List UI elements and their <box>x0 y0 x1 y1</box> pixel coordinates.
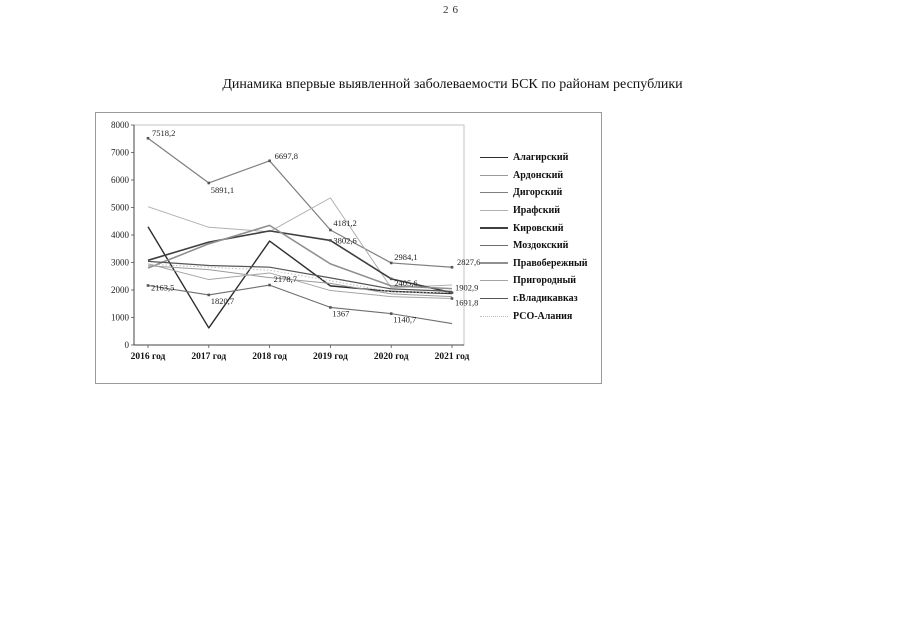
legend-line-sample <box>480 262 508 265</box>
point-label: 1691,8 <box>455 297 478 307</box>
legend-item: Моздокский <box>480 237 598 255</box>
point-marker <box>329 306 332 309</box>
point-label: 2984,1 <box>394 252 417 262</box>
point-label: 7518,2 <box>152 128 175 138</box>
x-tick-label: 2020 год <box>374 352 409 362</box>
point-label: 4181,2 <box>333 218 356 228</box>
legend-item: Правобережный <box>480 255 598 273</box>
legend-item: Ирафский <box>480 202 598 220</box>
point-label: 2827,6 <box>457 257 480 267</box>
legend-line-sample <box>480 245 508 247</box>
legend-label: г.Владикавказ <box>513 293 578 305</box>
point-label: 1140,7 <box>393 315 416 325</box>
point-marker <box>268 159 271 163</box>
series-line-Моздокский <box>147 284 453 325</box>
legend: Алагирский Ардонский Дигорский Ирафский Киро… <box>480 149 598 325</box>
series-line-Ардонский <box>147 265 453 298</box>
point-label: 2405,6 <box>394 278 417 288</box>
legend-label: Моздокский <box>513 240 569 252</box>
legend-item: Алагирский <box>480 149 598 167</box>
x-tick-label: 2016 год <box>131 352 166 362</box>
legend-label: Алагирский <box>513 152 569 164</box>
point-label: 1902,9 <box>455 283 478 293</box>
series-line-Дигорский <box>147 137 453 268</box>
legend-item: Пригородный <box>480 272 598 290</box>
legend-line-sample <box>480 227 508 230</box>
series-line-Правобережный <box>147 224 453 290</box>
point-marker <box>329 228 332 232</box>
line-chart: 0 1000 2000 3000 4000 5000 6000 7000 8000 2016 го… <box>111 120 480 362</box>
point-marker <box>146 136 150 140</box>
legend-label: Правобережный <box>513 257 588 269</box>
y-axis: 0 1000 2000 3000 4000 5000 6000 7000 8000 <box>111 120 135 350</box>
legend-line-sample <box>480 192 508 194</box>
legend-label: Пригородный <box>513 275 577 287</box>
legend-line-sample <box>480 280 508 282</box>
point-marker <box>389 261 393 265</box>
y-tick-label: 1000 <box>111 313 130 323</box>
legend-label: Кировский <box>513 222 564 234</box>
legend-item: РСО-Алания <box>480 307 598 325</box>
legend-line-sample <box>480 210 508 212</box>
point-label: 5891,1 <box>211 185 234 195</box>
point-marker <box>450 297 454 300</box>
legend-label: Ирафский <box>513 205 560 217</box>
legend-item: Дигорский <box>480 184 598 202</box>
series-line-Ирафский <box>147 197 453 289</box>
legend-label: Ардонский <box>513 169 564 181</box>
legend-item: г.Владикавказ <box>480 290 598 308</box>
point-marker <box>146 284 150 287</box>
legend-line-sample <box>480 298 508 300</box>
legend-item: Ардонский <box>480 167 598 185</box>
legend-label: Дигорский <box>513 187 563 199</box>
point-label: 3802,6 <box>333 235 356 245</box>
y-tick-label: 5000 <box>111 203 130 213</box>
point-marker <box>207 293 211 297</box>
point-label: 6697,8 <box>275 151 298 161</box>
page-number: 26 <box>443 4 462 16</box>
point-marker <box>389 312 393 315</box>
point-marker <box>450 291 454 294</box>
point-label: 1367 <box>332 308 349 318</box>
chart-title: Динамика впервые выявленной заболеваемос… <box>222 77 683 92</box>
series-line-Кировский <box>147 230 453 294</box>
legend-line-sample <box>480 174 508 176</box>
x-tick-label: 2018 год <box>252 352 287 362</box>
y-tick-label: 2000 <box>111 285 130 295</box>
x-tick-label: 2017 год <box>191 352 226 362</box>
y-tick-label: 6000 <box>111 175 130 185</box>
legend-line-sample <box>480 157 508 159</box>
legend-label: РСО-Алания <box>513 310 573 322</box>
chart-frame: 0 1000 2000 3000 4000 5000 6000 7000 8000 2016 го… <box>95 112 602 384</box>
x-tick-label: 2019 год <box>313 352 348 362</box>
legend-line-sample <box>480 315 508 317</box>
point-marker <box>450 265 454 269</box>
y-tick-label: 0 <box>125 340 130 350</box>
point-marker <box>329 239 332 242</box>
point-labels: 7518,2 5891,1 6697,8 4181,2 3802,6 2984,1 2405… <box>146 128 480 325</box>
series-line-Пригородный <box>147 263 453 299</box>
y-tick-label: 3000 <box>111 258 130 268</box>
y-tick-label: 4000 <box>111 230 130 240</box>
x-axis: 2016 год 2017 год 2018 год 2019 год 2020 год… <box>131 344 470 362</box>
y-tick-label: 7000 <box>111 148 130 158</box>
x-tick-label: 2021 год <box>435 352 470 362</box>
point-label: 2178,7 <box>274 274 297 284</box>
point-label: 1820,7 <box>211 296 234 306</box>
point-marker <box>389 277 393 281</box>
y-tick-label: 8000 <box>111 120 130 130</box>
legend-item: Кировский <box>480 219 598 237</box>
point-label: 2163,5 <box>151 283 174 293</box>
series-line-г.Владикавказ <box>147 260 453 292</box>
point-marker <box>268 283 271 287</box>
series-line-Алагирский <box>147 226 453 329</box>
point-marker <box>207 181 211 185</box>
